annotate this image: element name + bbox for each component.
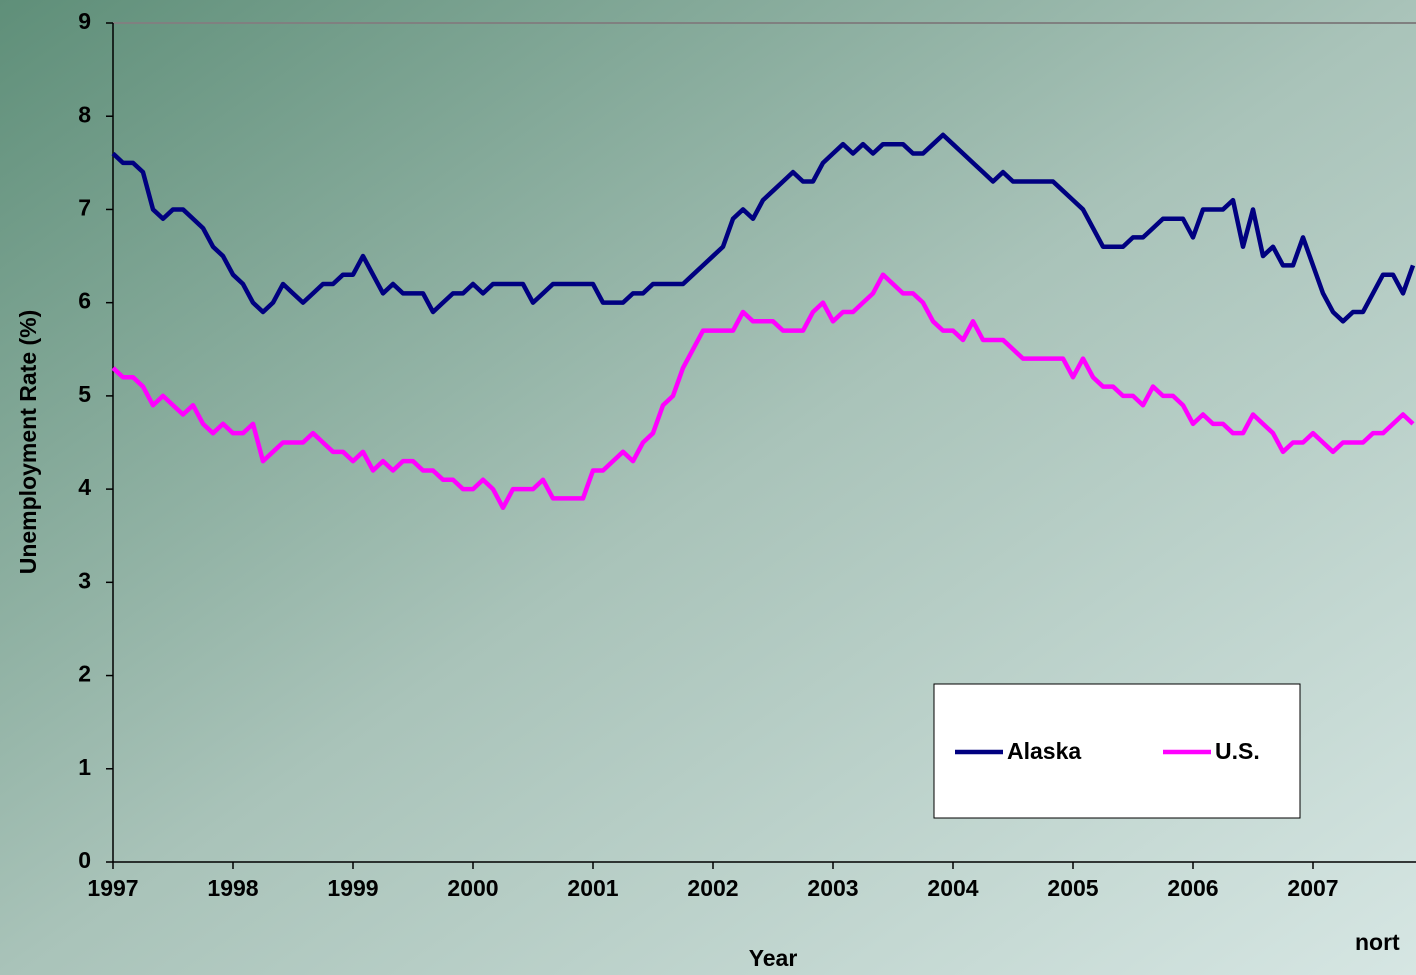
legend-label: Alaska — [1007, 738, 1081, 764]
x-axis-label: Year — [749, 945, 798, 971]
y-tick-label: 8 — [78, 101, 91, 127]
y-tick-label: 2 — [78, 661, 91, 687]
y-tick-label: 5 — [78, 381, 91, 407]
x-tick-label: 2001 — [567, 875, 618, 901]
y-tick-label: 7 — [78, 195, 91, 221]
x-tick-label: 2004 — [927, 875, 978, 901]
legend: Alaska U.S. — [933, 683, 1301, 819]
x-tick-label: 2003 — [807, 875, 858, 901]
legend-label: U.S. — [1215, 738, 1260, 764]
y-axis-label: Unemployment Rate (%) — [15, 310, 41, 575]
x-tick-label: 1998 — [207, 875, 258, 901]
x-tick-label: 2006 — [1167, 875, 1218, 901]
y-tick-label: 9 — [78, 8, 91, 34]
y-tick-label: 1 — [78, 754, 91, 780]
x-tick-label: 1997 — [87, 875, 138, 901]
annotation: nort — [1355, 929, 1400, 955]
data-line — [111, 132, 1416, 324]
y-tick-label: 4 — [78, 474, 91, 500]
y-tick-label: 3 — [78, 567, 91, 593]
x-tick-label: 2000 — [447, 875, 498, 901]
x-tick-label: 1999 — [327, 875, 378, 901]
x-tick-label: 2005 — [1047, 875, 1098, 901]
y-tick-label: 6 — [78, 288, 91, 314]
x-tick-label: 2007 — [1287, 875, 1338, 901]
y-tick-label: 0 — [78, 847, 91, 873]
data-line — [111, 272, 1415, 511]
x-tick-label: 2002 — [687, 875, 738, 901]
